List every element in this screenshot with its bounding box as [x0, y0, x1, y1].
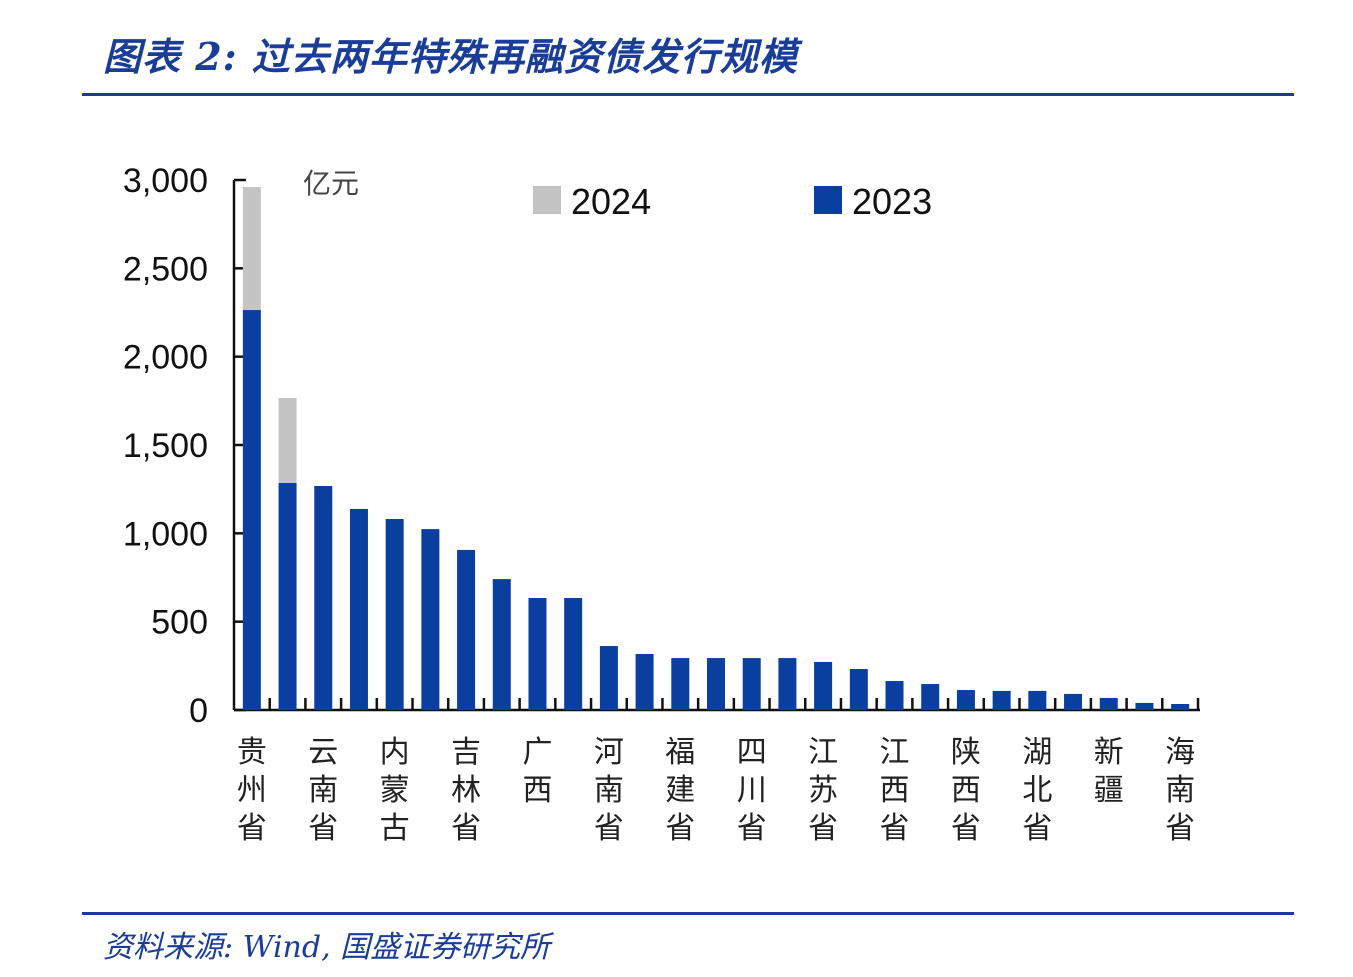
x-tick-label: 南: [594, 773, 624, 808]
x-tick-label: 西: [951, 773, 981, 808]
bar-2023: [849, 669, 868, 710]
x-tick-label: 广: [522, 735, 552, 770]
x-tick-label: 江: [808, 735, 838, 770]
x-tick-label: 江: [880, 735, 910, 770]
source-note: 资料来源: Wind, 国盛证券研究所: [103, 930, 551, 965]
x-tick-label: 疆: [1094, 773, 1124, 808]
bar-2023: [1171, 703, 1190, 710]
x-tick-label: 贵: [237, 735, 267, 770]
bar-2023: [278, 482, 297, 710]
bar-2023: [242, 310, 261, 710]
bar-2023: [956, 690, 975, 710]
bar-2023: [599, 646, 618, 710]
x-tick-label: 南: [308, 773, 338, 808]
x-tick-label: 新: [1094, 735, 1124, 770]
x-tick-label: 州: [237, 773, 267, 808]
x-tick-label: 省: [880, 811, 910, 846]
x-tick-label: 西: [522, 773, 552, 808]
bar-2023: [314, 485, 333, 710]
bar-2023: [349, 508, 368, 710]
y-tick-label: 2,000: [123, 339, 208, 377]
title-divider: [82, 93, 1294, 96]
bar-2023: [457, 549, 476, 710]
x-tick-label: 内: [380, 735, 410, 770]
x-tick-label: 吉: [451, 735, 481, 770]
y-tick-label: 3,000: [123, 162, 208, 200]
bar-2023: [814, 661, 833, 710]
x-tick-label: 省: [808, 811, 838, 846]
x-tick-label: 苏: [808, 773, 838, 808]
bar-2023: [385, 519, 404, 710]
bar-2023: [707, 658, 725, 710]
x-tick-label: 北: [1022, 773, 1052, 808]
x-tick-label: 四: [737, 735, 767, 770]
x-tick-label: 古: [380, 811, 410, 846]
legend-label: 2024: [571, 181, 651, 222]
bar-2023: [492, 579, 511, 710]
bar-2023: [1099, 697, 1118, 710]
x-tick-label: 省: [665, 811, 695, 846]
footer-divider: [82, 912, 1294, 915]
chart-title: 图表 2: 过去两年特殊再融资债发行规模: [103, 34, 798, 79]
bar-2023: [421, 529, 440, 710]
bar-2023: [564, 597, 583, 710]
x-tick-label: 省: [308, 811, 338, 846]
bar-2023: [1064, 693, 1083, 710]
x-tick-label: 陕: [951, 735, 981, 770]
x-tick-label: 云: [308, 735, 338, 770]
y-tick-label: 1,000: [123, 515, 208, 553]
bar-2023: [671, 658, 690, 710]
legend-label: 2023: [852, 181, 932, 222]
x-tick-label: 海: [1165, 735, 1195, 770]
bar-2023: [1028, 690, 1047, 710]
bar-2023: [778, 658, 797, 710]
bar-2024: [278, 398, 297, 483]
legend-swatch-2023: [814, 186, 842, 214]
unit-label: 亿元: [303, 167, 359, 200]
y-tick-label: 0: [189, 692, 208, 730]
x-tick-label: 福: [665, 735, 695, 770]
x-tick-label: 省: [594, 811, 624, 846]
x-tick-label: 河: [594, 735, 624, 770]
x-tick-label: 西: [880, 773, 910, 808]
y-tick-label: 500: [151, 604, 208, 642]
bar-2024: [242, 187, 261, 311]
x-tick-label: 建: [665, 773, 695, 808]
x-tick-label: 省: [451, 811, 481, 846]
x-tick-label: 南: [1165, 773, 1195, 808]
x-tick-label: 省: [737, 811, 767, 846]
x-tick-label: 林: [451, 773, 481, 808]
bar-2023: [921, 684, 940, 710]
x-tick-label: 省: [1165, 811, 1195, 846]
y-tick-label: 1,500: [123, 427, 208, 465]
legend-swatch-2024: [533, 186, 561, 214]
x-tick-label: 蒙: [380, 773, 410, 808]
bar-2023: [528, 597, 547, 710]
x-tick-label: 省: [1022, 811, 1052, 846]
bar-2023: [885, 681, 904, 710]
bar-2023: [1135, 702, 1154, 710]
x-tick-label: 省: [951, 811, 981, 846]
y-tick-label: 2,500: [123, 250, 208, 288]
x-tick-label: 省: [237, 811, 267, 846]
x-tick-label: 川: [737, 773, 767, 808]
bar-2023: [992, 690, 1011, 710]
x-tick-label: 湖: [1022, 735, 1052, 770]
bar-2023: [742, 658, 761, 710]
bar-2023: [635, 653, 654, 710]
